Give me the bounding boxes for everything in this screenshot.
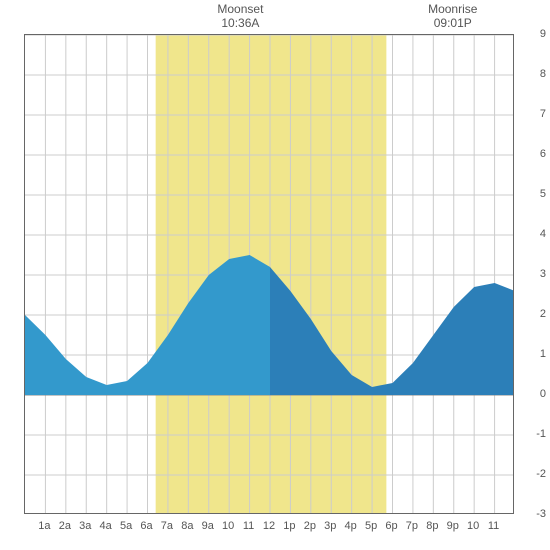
- moon-event-time: 10:36A: [217, 16, 263, 30]
- moon-event-label: Moonset10:36A: [217, 2, 263, 31]
- moon-event-time: 09:01P: [428, 16, 477, 30]
- x-tick-label: 10: [467, 520, 479, 532]
- x-tick-label: 1p: [283, 520, 295, 532]
- x-tick-label: 8p: [426, 520, 438, 532]
- x-tick-label: 9p: [447, 520, 459, 532]
- tide-chart: Moonset10:36AMoonrise09:01P -3-2-1012345…: [0, 0, 550, 550]
- x-tick-label: 6a: [140, 520, 152, 532]
- moon-event-title: Moonrise: [428, 2, 477, 16]
- y-tick-label: 6: [516, 148, 546, 160]
- x-tick-label: 7a: [161, 520, 173, 532]
- x-tick-label: 4a: [100, 520, 112, 532]
- x-tick-label: 5a: [120, 520, 132, 532]
- x-tick-label: 7p: [406, 520, 418, 532]
- x-tick-label: 5p: [365, 520, 377, 532]
- y-tick-label: 1: [516, 348, 546, 360]
- x-tick-label: 3a: [79, 520, 91, 532]
- x-tick-label: 1a: [38, 520, 50, 532]
- moon-event-label: Moonrise09:01P: [428, 2, 477, 31]
- y-tick-label: 0: [516, 388, 546, 400]
- x-tick-label: 12: [263, 520, 275, 532]
- y-tick-label: -1: [516, 428, 546, 440]
- y-tick-label: 7: [516, 108, 546, 120]
- x-tick-label: 2p: [304, 520, 316, 532]
- y-tick-label: 2: [516, 308, 546, 320]
- x-tick-label: 8a: [181, 520, 193, 532]
- y-tick-label: 9: [516, 28, 546, 40]
- y-tick-label: 3: [516, 268, 546, 280]
- x-tick-label: 11: [243, 520, 254, 532]
- y-tick-label: -2: [516, 468, 546, 480]
- top-labels-row: Moonset10:36A Moonrise09:01P: [0, 0, 550, 34]
- x-tick-label: 11: [488, 520, 499, 532]
- x-tick-label: 4p: [345, 520, 357, 532]
- y-tick-label: 5: [516, 188, 546, 200]
- y-tick-label: 4: [516, 228, 546, 240]
- x-tick-label: 6p: [385, 520, 397, 532]
- x-tick-label: 10: [222, 520, 234, 532]
- moon-event-title: Moonset: [217, 2, 263, 16]
- y-tick-label: -3: [516, 508, 546, 520]
- x-tick-label: 3p: [324, 520, 336, 532]
- plot-area: [24, 34, 514, 514]
- x-tick-label: 9a: [202, 520, 214, 532]
- x-tick-label: 2a: [59, 520, 71, 532]
- y-tick-label: 8: [516, 68, 546, 80]
